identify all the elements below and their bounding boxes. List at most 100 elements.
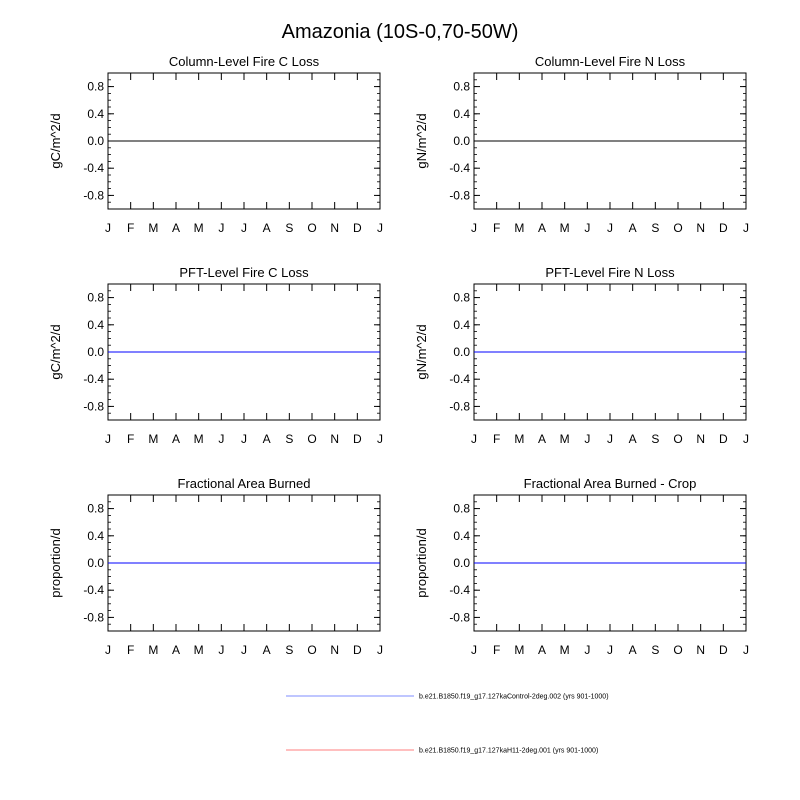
y-tick-label: -0.8 [83,399,104,413]
y-tick-label: -0.8 [449,610,470,624]
x-tick-label: J [241,432,247,446]
y-tick-label: 0.4 [453,107,470,121]
y-tick-label: 0.4 [87,107,104,121]
x-tick-label: O [307,221,316,235]
x-tick-label: J [218,432,224,446]
x-tick-label: J [377,221,383,235]
x-tick-label: J [105,643,111,657]
x-tick-label: M [560,221,570,235]
x-tick-label: A [263,432,271,446]
x-tick-label: S [285,432,293,446]
x-tick-label: D [353,432,362,446]
x-tick-label: J [241,643,247,657]
x-tick-label: A [172,643,180,657]
figure-title: Amazonia (10S-0,70-50W) [282,21,519,43]
y-tick-label: 0.0 [87,345,104,359]
y-tick-label: -0.4 [83,161,104,175]
legend: b.e21.B1850.f19_g17.127kaControl-2deg.00… [286,694,609,755]
x-tick-label: F [127,643,134,657]
x-tick-label: M [148,643,158,657]
y-tick-label: 0.0 [87,134,104,148]
x-tick-label: O [673,643,682,657]
x-tick-label: O [673,221,682,235]
panel-title: PFT-Level Fire N Loss [545,265,675,280]
y-tick-label: -0.8 [449,188,470,202]
x-tick-label: D [353,221,362,235]
x-tick-label: M [194,221,204,235]
x-tick-label: S [651,221,659,235]
chart-panel-6: Fractional Area Burned - Crop 0.8 0.4 0.0 -0… [414,476,749,657]
x-tick-label: M [148,432,158,446]
x-tick-label: N [696,432,705,446]
y-tick-label: 0.0 [453,345,470,359]
chart-panel-4: PFT-Level Fire N Loss 0.8 0.4 0.0 -0.4 -0.8 J F… [414,265,749,446]
x-tick-label: A [172,221,180,235]
y-tick-label: 0.8 [87,502,104,516]
panel-title: Column-Level Fire C Loss [169,54,320,69]
chart-panels: Column-Level Fire C Loss 0.8 0.4 0.0 -0.4 -0.… [48,54,749,657]
x-tick-label: J [607,432,613,446]
y-axis-label: gC/m^2/d [48,324,63,379]
x-tick-label: N [330,221,339,235]
y-axis-label: proportion/d [414,528,429,597]
x-tick-label: J [584,221,590,235]
y-tick-label: 0.8 [453,80,470,94]
x-tick-label: M [560,643,570,657]
x-tick-label: J [471,432,477,446]
x-tick-label: J [105,432,111,446]
chart-panel-3: PFT-Level Fire C Loss 0.8 0.4 0.0 -0.4 -0.8 J F… [48,265,383,446]
y-tick-label: 0.0 [453,134,470,148]
y-tick-label: -0.4 [83,583,104,597]
x-tick-label: J [607,221,613,235]
x-tick-label: A [629,432,637,446]
x-tick-label: J [471,221,477,235]
x-tick-label: J [743,432,749,446]
y-axis-label: gN/m^2/d [414,324,429,379]
y-axis-label: proportion/d [48,528,63,597]
chart-panel-5: Fractional Area Burned 0.8 0.4 0.0 -0.4 -0.8 J… [48,476,383,657]
x-tick-label: J [218,643,224,657]
y-tick-label: 0.0 [453,556,470,570]
chart-panel-2: Column-Level Fire N Loss 0.8 0.4 0.0 -0.4 -0.… [414,54,749,235]
y-tick-label: 0.8 [453,502,470,516]
y-tick-label: -0.4 [449,161,470,175]
x-tick-label: M [514,432,524,446]
x-tick-label: S [651,643,659,657]
x-tick-label: J [584,643,590,657]
x-tick-label: M [194,432,204,446]
x-tick-label: N [696,221,705,235]
x-tick-label: J [607,643,613,657]
x-tick-label: J [584,432,590,446]
panel-title: PFT-Level Fire C Loss [179,265,309,280]
x-tick-label: J [471,643,477,657]
x-tick-label: J [743,643,749,657]
x-tick-label: F [127,432,134,446]
x-tick-label: D [719,643,728,657]
x-tick-label: F [493,432,500,446]
x-tick-label: A [538,221,546,235]
x-tick-label: N [696,643,705,657]
y-tick-label: 0.8 [87,80,104,94]
y-tick-label: 0.0 [87,556,104,570]
x-tick-label: O [673,432,682,446]
x-tick-label: N [330,432,339,446]
x-tick-label: M [514,643,524,657]
y-tick-label: -0.4 [83,372,104,386]
x-tick-label: J [377,432,383,446]
x-tick-label: A [263,643,271,657]
x-tick-label: J [218,221,224,235]
y-tick-label: 0.4 [87,529,104,543]
x-tick-label: D [719,221,728,235]
x-tick-label: A [629,643,637,657]
x-tick-label: M [560,432,570,446]
panel-title: Fractional Area Burned - Crop [524,476,697,491]
x-tick-label: O [307,432,316,446]
x-tick-label: J [105,221,111,235]
y-tick-label: -0.8 [83,610,104,624]
x-tick-label: F [127,221,134,235]
x-tick-label: D [719,432,728,446]
y-tick-label: 0.4 [453,529,470,543]
x-tick-label: A [538,432,546,446]
x-tick-label: D [353,643,362,657]
